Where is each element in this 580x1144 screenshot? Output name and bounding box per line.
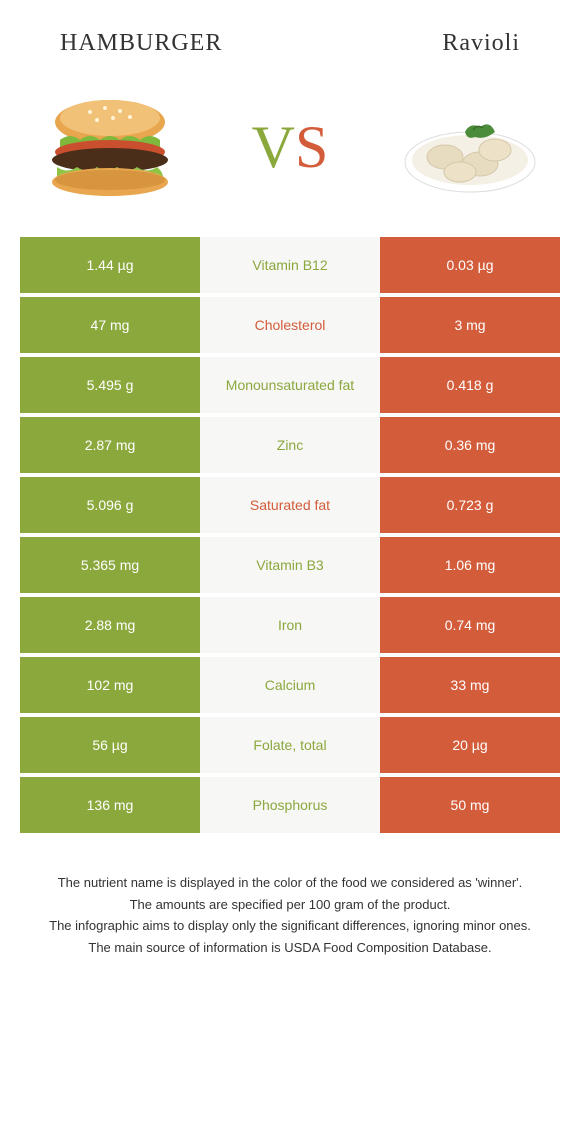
left-value-cell: 2.87 mg xyxy=(20,417,200,473)
right-value-cell: 33 mg xyxy=(380,657,560,713)
nutrient-name-cell: Calcium xyxy=(200,657,380,713)
right-value-cell: 0.36 mg xyxy=(380,417,560,473)
food-image-left xyxy=(30,87,190,207)
nutrient-name-cell: Cholesterol xyxy=(200,297,380,353)
table-row: 47 mgCholesterol3 mg xyxy=(20,297,560,353)
ravioli-icon xyxy=(395,92,545,202)
vs-label: VS xyxy=(252,113,329,182)
vs-s: S xyxy=(295,113,328,182)
titles-row: HAMBURGER Ravioli xyxy=(0,0,580,77)
nutrient-name-cell: Monounsaturated fat xyxy=(200,357,380,413)
table-row: 5.096 gSaturated fat0.723 g xyxy=(20,477,560,533)
table-row: 2.88 mgIron0.74 mg xyxy=(20,597,560,653)
right-value-cell: 20 µg xyxy=(380,717,560,773)
left-value-cell: 136 mg xyxy=(20,777,200,833)
table-row: 56 µgFolate, total20 µg xyxy=(20,717,560,773)
vs-v: V xyxy=(252,113,295,182)
left-value-cell: 5.096 g xyxy=(20,477,200,533)
table-row: 5.365 mgVitamin B31.06 mg xyxy=(20,537,560,593)
right-value-cell: 0.74 mg xyxy=(380,597,560,653)
footer-line: The nutrient name is displayed in the co… xyxy=(30,873,550,893)
nutrient-name-cell: Vitamin B3 xyxy=(200,537,380,593)
food-title-right: Ravioli xyxy=(442,30,520,57)
table-row: 136 mgPhosphorus50 mg xyxy=(20,777,560,833)
footer-line: The main source of information is USDA F… xyxy=(30,938,550,958)
table-row: 5.495 gMonounsaturated fat0.418 g xyxy=(20,357,560,413)
right-value-cell: 0.723 g xyxy=(380,477,560,533)
right-value-cell: 0.418 g xyxy=(380,357,560,413)
nutrient-name-cell: Saturated fat xyxy=(200,477,380,533)
food-title-left: HAMBURGER xyxy=(60,30,222,57)
table-row: 2.87 mgZinc0.36 mg xyxy=(20,417,560,473)
right-value-cell: 1.06 mg xyxy=(380,537,560,593)
left-value-cell: 5.365 mg xyxy=(20,537,200,593)
left-value-cell: 2.88 mg xyxy=(20,597,200,653)
footer-line: The amounts are specified per 100 gram o… xyxy=(30,895,550,915)
nutrient-name-cell: Iron xyxy=(200,597,380,653)
right-value-cell: 50 mg xyxy=(380,777,560,833)
nutrition-table: 1.44 µgVitamin B120.03 µg47 mgCholestero… xyxy=(20,237,560,833)
footer-notes: The nutrient name is displayed in the co… xyxy=(0,873,580,957)
hamburger-icon xyxy=(35,92,185,202)
nutrient-name-cell: Phosphorus xyxy=(200,777,380,833)
footer-line: The infographic aims to display only the… xyxy=(30,916,550,936)
nutrient-name-cell: Folate, total xyxy=(200,717,380,773)
left-value-cell: 47 mg xyxy=(20,297,200,353)
images-row: VS xyxy=(0,77,580,237)
right-value-cell: 0.03 µg xyxy=(380,237,560,293)
nutrient-name-cell: Zinc xyxy=(200,417,380,473)
table-row: 1.44 µgVitamin B120.03 µg xyxy=(20,237,560,293)
table-row: 102 mgCalcium33 mg xyxy=(20,657,560,713)
nutrient-name-cell: Vitamin B12 xyxy=(200,237,380,293)
right-value-cell: 3 mg xyxy=(380,297,560,353)
food-image-right xyxy=(390,87,550,207)
left-value-cell: 5.495 g xyxy=(20,357,200,413)
left-value-cell: 56 µg xyxy=(20,717,200,773)
left-value-cell: 1.44 µg xyxy=(20,237,200,293)
left-value-cell: 102 mg xyxy=(20,657,200,713)
